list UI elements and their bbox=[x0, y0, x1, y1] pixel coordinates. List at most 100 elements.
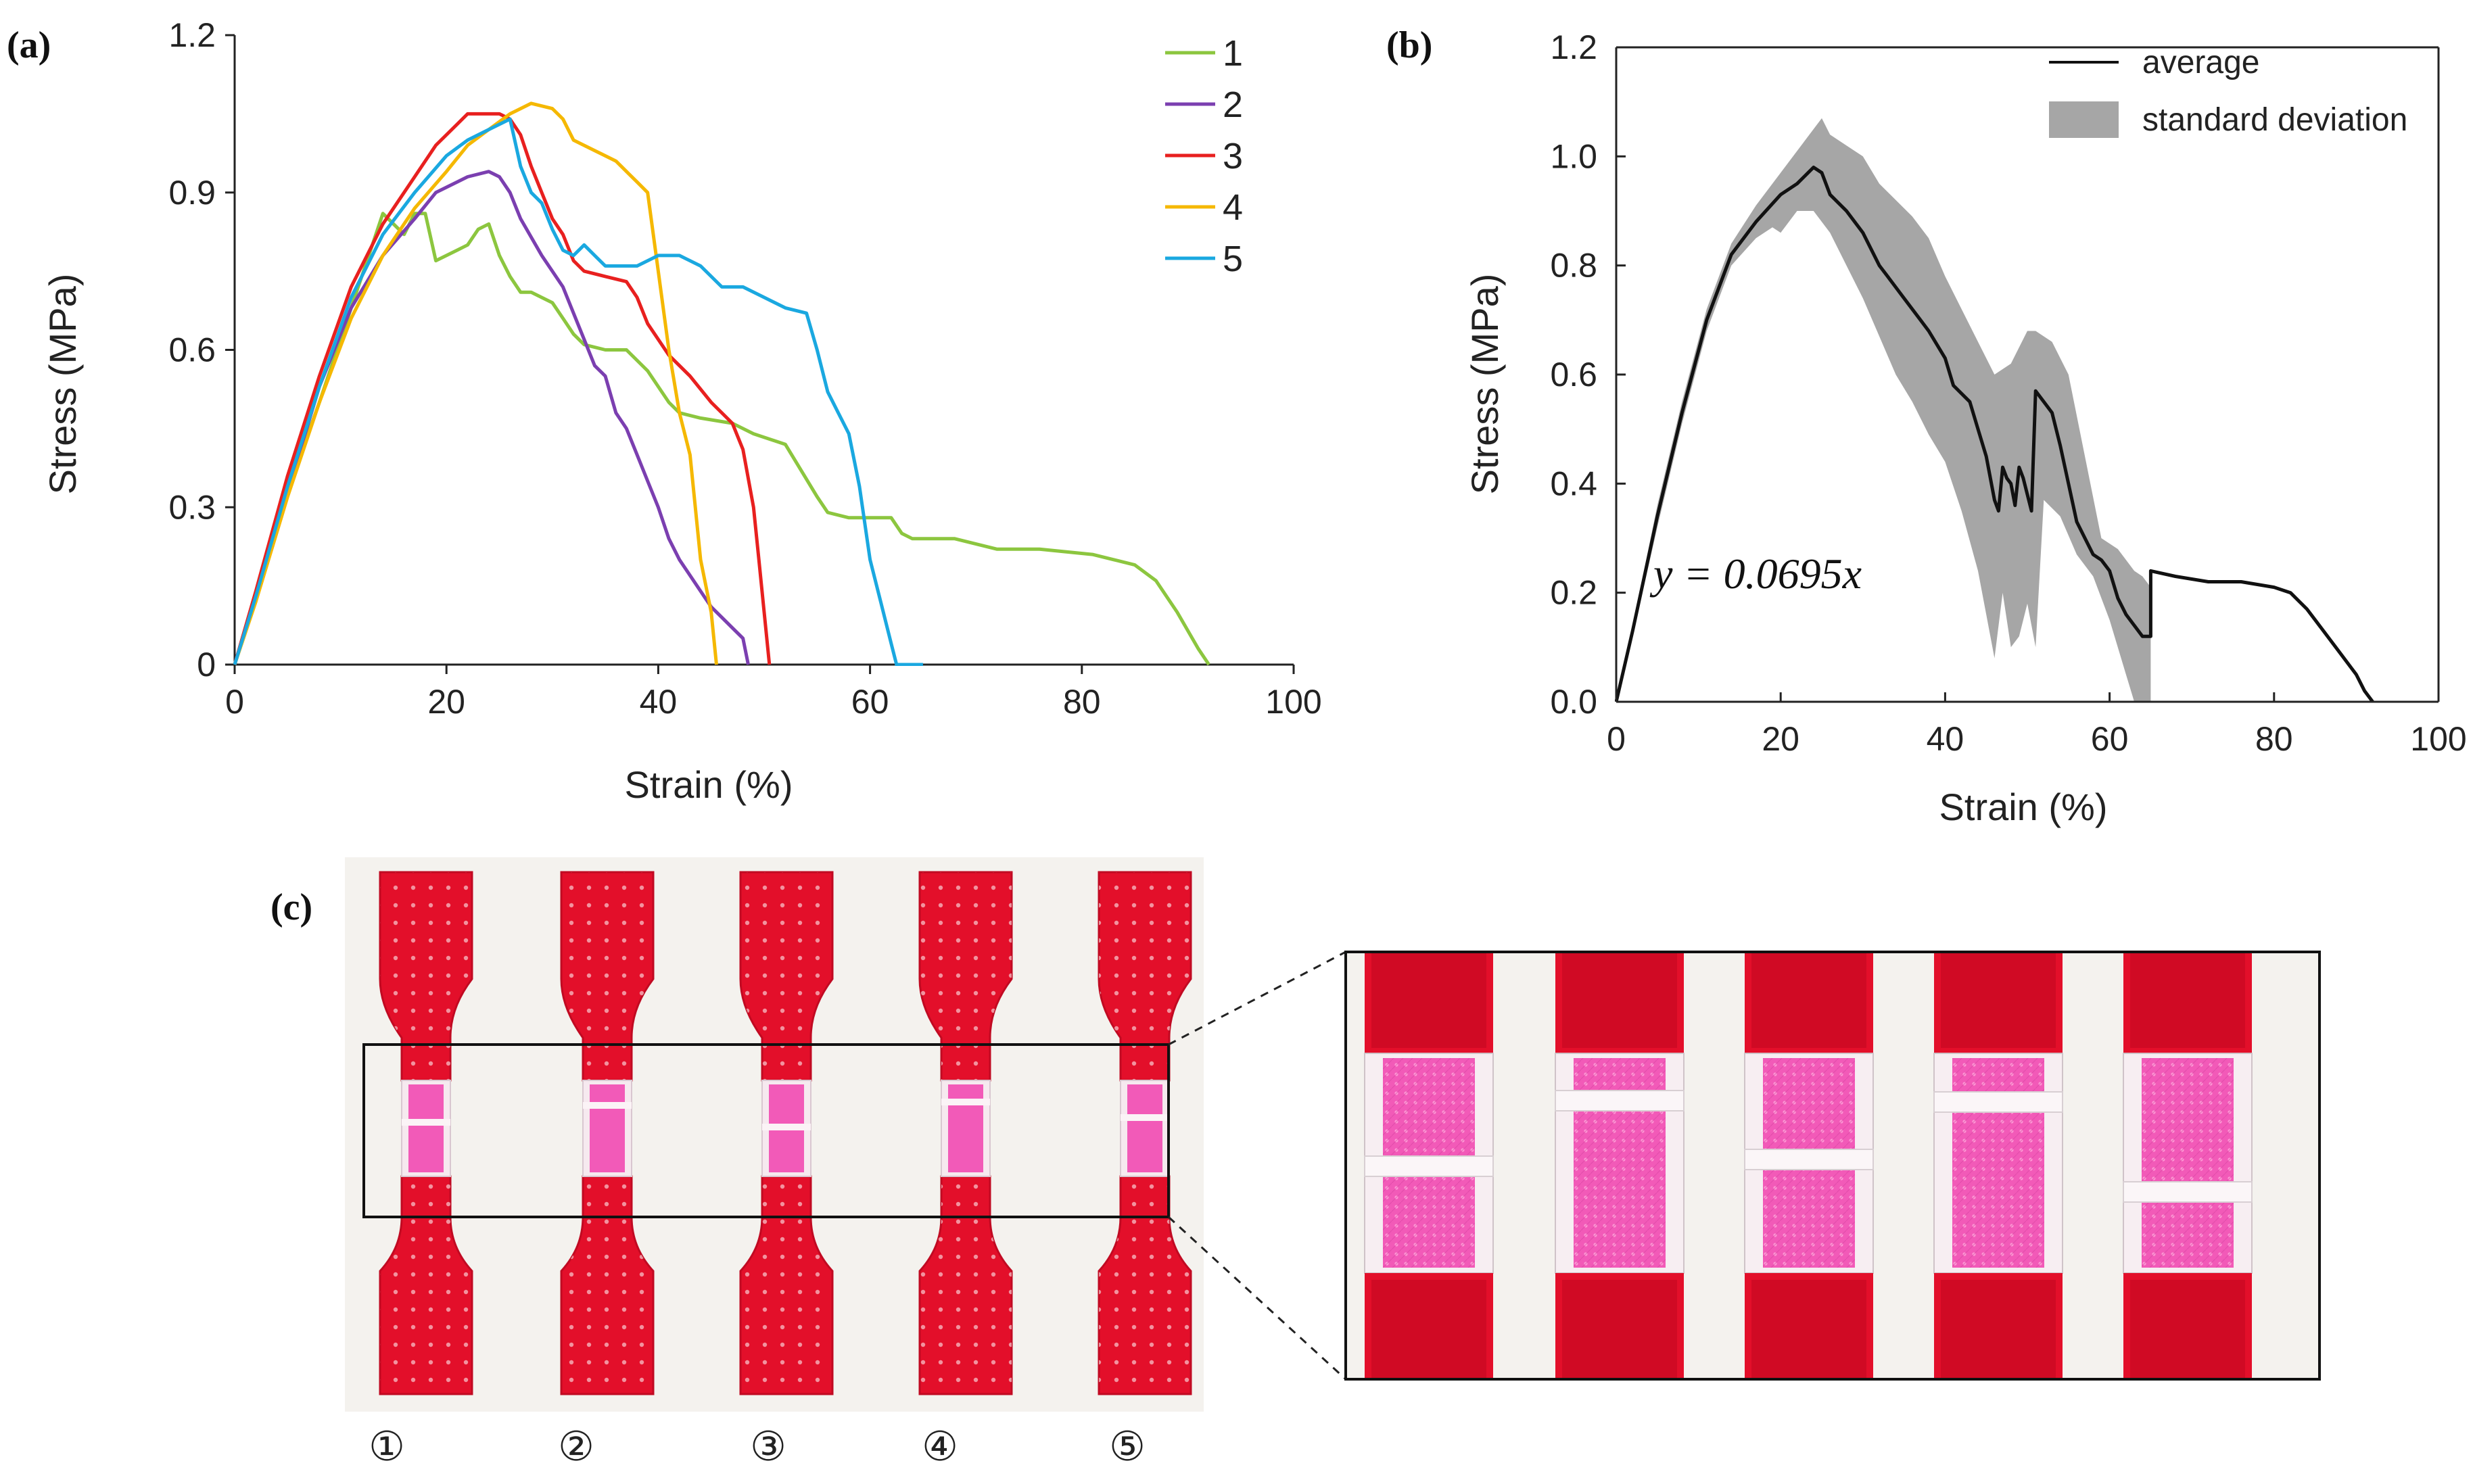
y-tick-label: 1.2 bbox=[168, 16, 216, 54]
specimen-bottom-texture bbox=[561, 1176, 653, 1394]
panel-b-legend: average standard deviation bbox=[2049, 45, 2407, 138]
panel-a-label: (a) bbox=[7, 24, 51, 66]
panel-c: (c) ① ② ③ ④ ⑤ bbox=[270, 857, 2321, 1470]
panel-b-xlabel: Strain (%) bbox=[1939, 786, 2108, 828]
panel-a-axes: 0 20 40 60 80 100 0 0.3 0.6 0.9 1.2 bbox=[168, 16, 1321, 721]
y-tick-label: 0.2 bbox=[1550, 574, 1597, 612]
specimen-number-3: ③ bbox=[750, 1423, 786, 1470]
specimen-gauge bbox=[948, 1084, 983, 1172]
zoom-connector-top bbox=[1168, 951, 1346, 1046]
zoom-bottom-red-inner bbox=[1751, 1280, 1866, 1378]
specimen-fracture bbox=[1121, 1114, 1169, 1121]
zoom-specimen-1 bbox=[1364, 953, 1494, 1378]
zoom-specimen-5 bbox=[2123, 953, 2253, 1378]
panel-a-xlabel: Strain (%) bbox=[625, 763, 793, 806]
x-tick-label: 60 bbox=[851, 683, 889, 721]
zoom-fracture-gap bbox=[1744, 1149, 1874, 1170]
specimen-fracture bbox=[941, 1099, 990, 1105]
panel-a: (a) 0 20 40 60 80 100 0 0.3 0.6 0.9 1.2 Strain (%)… bbox=[7, 16, 1322, 806]
legend-label-1: 1 bbox=[1223, 33, 1243, 74]
series-line-5 bbox=[233, 117, 923, 666]
series-line-4 bbox=[233, 101, 718, 665]
x-tick-label: 40 bbox=[1927, 720, 1964, 758]
average-line bbox=[1615, 166, 2374, 703]
zoom-top-red-inner bbox=[2130, 953, 2245, 1048]
x-tick-label: 60 bbox=[2091, 720, 2129, 758]
specimen-top-texture bbox=[740, 872, 832, 1080]
specimen-top-texture bbox=[920, 872, 1012, 1080]
specimen-gauge bbox=[408, 1084, 444, 1172]
y-tick-label: 0.8 bbox=[1550, 247, 1597, 285]
panel-a-ylabel: Stress (MPa) bbox=[41, 274, 84, 495]
specimen-bottom-texture bbox=[380, 1176, 472, 1394]
zoom-fracture-gap bbox=[2123, 1181, 2253, 1203]
x-tick-label: 100 bbox=[1265, 683, 1321, 721]
y-tick-label: 0.6 bbox=[1550, 356, 1597, 393]
zoom-photo bbox=[1364, 953, 2253, 1378]
zoom-fracture-gap bbox=[1933, 1091, 2063, 1113]
y-tick-label: 0.3 bbox=[168, 488, 216, 526]
specimen-fracture bbox=[583, 1102, 632, 1109]
zoom-fracture-gap bbox=[1555, 1090, 1685, 1111]
zoom-bottom-red-inner bbox=[1562, 1280, 1677, 1378]
specimen-gauge bbox=[1127, 1084, 1162, 1172]
y-tick-label: 1.2 bbox=[1550, 28, 1597, 66]
legend-label-4: 4 bbox=[1223, 187, 1243, 228]
x-tick-label: 100 bbox=[2410, 720, 2466, 758]
y-tick-label: 0 bbox=[197, 646, 216, 684]
specimen-bottom-texture bbox=[1099, 1176, 1191, 1394]
zoom-top-red-inner bbox=[1562, 953, 1677, 1048]
zoom-region-box bbox=[362, 1043, 1170, 1218]
panel-a-legend: 1 2 3 4 5 bbox=[1165, 33, 1243, 279]
zoom-top-red-inner bbox=[1371, 953, 1486, 1048]
fit-equation: y = 0.0695x bbox=[1649, 550, 1862, 598]
series-line-3 bbox=[233, 112, 772, 665]
zoom-specimen-3 bbox=[1744, 953, 1874, 1378]
specimen-fracture bbox=[402, 1119, 450, 1126]
specimen-number-4: ④ bbox=[922, 1423, 958, 1470]
sd-band bbox=[1616, 118, 2151, 702]
zoom-photo-frame bbox=[1344, 951, 2321, 1381]
specimen-2 bbox=[560, 871, 655, 1395]
specimen-1 bbox=[379, 871, 473, 1395]
series-line-2 bbox=[233, 170, 750, 665]
panel-c-label: (c) bbox=[270, 886, 312, 928]
y-tick-label: 1.0 bbox=[1550, 137, 1597, 175]
zoom-bottom-red-inner bbox=[1371, 1280, 1486, 1378]
specimen-top-texture bbox=[561, 872, 653, 1080]
specimen-3 bbox=[739, 871, 834, 1395]
series-line-1 bbox=[233, 212, 1210, 666]
specimen-bottom-texture bbox=[740, 1176, 832, 1394]
zoom-gauge bbox=[2142, 1058, 2234, 1268]
y-tick-label: 0.0 bbox=[1550, 683, 1597, 721]
specimen-top-texture bbox=[1099, 872, 1191, 1080]
panel-a-series bbox=[233, 101, 1210, 666]
y-tick-label: 0.9 bbox=[168, 174, 216, 212]
zoom-bottom-red-inner bbox=[2130, 1280, 2245, 1378]
legend-sd-label: standard deviation bbox=[2142, 102, 2407, 138]
legend-sd-swatch bbox=[2049, 101, 2119, 138]
legend-label-5: 5 bbox=[1223, 239, 1243, 279]
zoom-gauge bbox=[1574, 1058, 1666, 1268]
y-tick-label: 0.4 bbox=[1550, 464, 1597, 502]
specimen-number-1: ① bbox=[369, 1423, 405, 1470]
specimen-gauge bbox=[590, 1084, 625, 1172]
legend-label-3: 3 bbox=[1223, 136, 1243, 176]
specimen-labels: ① ② ③ ④ ⑤ bbox=[369, 1423, 1146, 1470]
x-tick-label: 0 bbox=[225, 683, 244, 721]
zoom-specimen-2 bbox=[1555, 953, 1685, 1378]
x-tick-label: 80 bbox=[2255, 720, 2293, 758]
specimen-number-5: ⑤ bbox=[1109, 1423, 1146, 1470]
zoom-gauge bbox=[1952, 1058, 2044, 1268]
panel-b-axes: 0 20 40 60 80 100 0.0 0.2 0.4 0.6 0.8 1.0 1.2 bbox=[1550, 28, 2466, 758]
zoom-top-red-inner bbox=[1751, 953, 1866, 1048]
specimen-number-2: ② bbox=[558, 1423, 594, 1470]
specimen-fracture bbox=[762, 1124, 811, 1130]
legend-label-2: 2 bbox=[1223, 85, 1243, 125]
x-tick-label: 40 bbox=[640, 683, 678, 721]
x-tick-label: 80 bbox=[1063, 683, 1101, 721]
x-tick-label: 20 bbox=[1762, 720, 1799, 758]
panel-b-label: (b) bbox=[1386, 24, 1432, 66]
zoom-fracture-gap bbox=[1364, 1155, 1494, 1177]
